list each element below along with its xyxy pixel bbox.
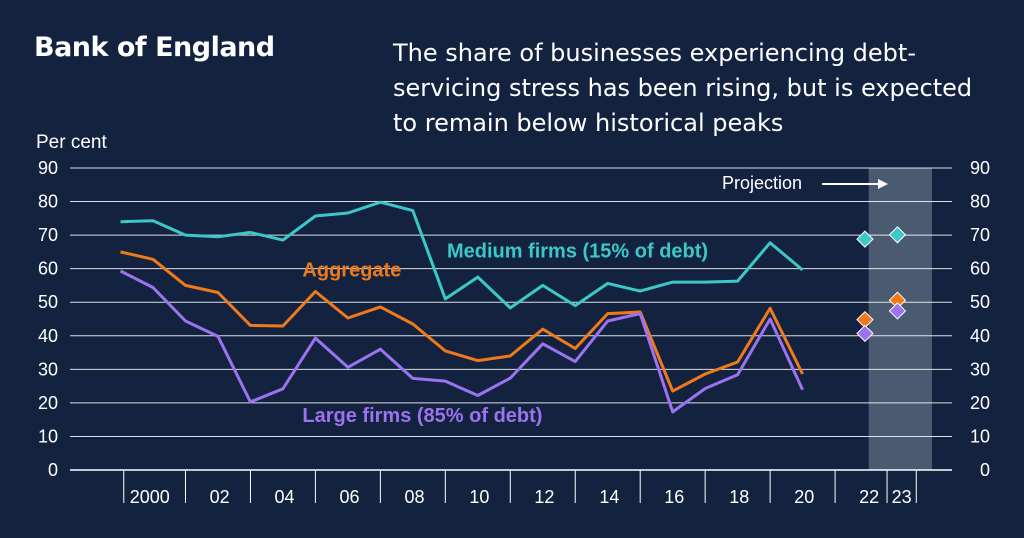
x-tick-label: 23 [892, 487, 912, 507]
projection-label: Projection [722, 173, 802, 193]
y-tick-label-right: 90 [970, 158, 990, 178]
projection-markers [856, 226, 907, 343]
projection-band [868, 168, 933, 470]
x-tick-label: 12 [534, 487, 554, 507]
y-tick-label-left: 50 [38, 292, 58, 312]
y-tick-label-right: 20 [970, 393, 990, 413]
x-tick-label: 22 [859, 487, 879, 507]
series-line-2 [119, 269, 804, 414]
y-tick-label-right: 80 [970, 192, 990, 212]
x-tick-label: 14 [599, 487, 619, 507]
y-tick-label-left: 70 [38, 225, 58, 245]
y-tick-label-right: 50 [970, 292, 990, 312]
y-tick-label-left: 40 [38, 326, 58, 346]
y-axis-unit-label: Per cent [36, 132, 107, 153]
y-tick-label-right: 0 [980, 460, 990, 480]
y-tick-label-left: 60 [38, 259, 58, 279]
x-tick-label: 08 [404, 487, 424, 507]
y-tick-label-right: 10 [970, 426, 990, 446]
projection-marker [888, 226, 907, 244]
gridlines: 0 0 10 10 20 20 30 30 40 40 50 50 60 60 70 70 80 80 90 90 [38, 158, 990, 480]
projection-marker [888, 302, 907, 320]
y-tick-label-left: 90 [38, 158, 58, 178]
y-tick-label-right: 70 [970, 225, 990, 245]
y-tick-label-left: 0 [48, 460, 58, 480]
x-tick-label: 10 [469, 487, 489, 507]
chart-headline: The share of businesses experiencing deb… [393, 39, 973, 137]
series-annotation: Large firms (85% of debt) [302, 405, 542, 427]
y-tick-label-right: 30 [970, 359, 990, 379]
projection-marker [856, 230, 874, 248]
axes: 2000 02 04 06 08 10 12 14 16 18 20 22 23 Projection [123, 173, 917, 507]
x-tick-label: 20 [794, 487, 814, 507]
y-tick-label-left: 10 [38, 426, 58, 446]
projection-layer [868, 168, 933, 470]
series-line-1 [120, 250, 804, 393]
series-annotation: Aggregate [302, 260, 401, 282]
y-tick-label-right: 60 [970, 259, 990, 279]
x-tick-label: 16 [664, 487, 684, 507]
x-tick-label: 06 [339, 487, 359, 507]
y-tick-label-left: 20 [38, 393, 58, 413]
x-tick-label: 02 [210, 487, 230, 507]
series-lines [119, 200, 804, 414]
brand-title: Bank of England [34, 32, 275, 63]
y-tick-label-left: 30 [38, 359, 58, 379]
x-tick-label: 18 [729, 487, 749, 507]
y-tick-label-right: 40 [970, 326, 990, 346]
projection-arrow-head [878, 179, 888, 189]
series-line-0 [120, 200, 804, 310]
series-annotation: Medium firms (15% of debt) [447, 241, 708, 263]
x-tick-label: 2000 [130, 487, 170, 507]
series-labels: Medium firms (15% of debt) Aggregate Large… [302, 241, 708, 427]
x-tick-label: 04 [275, 487, 295, 507]
projection-marker [856, 324, 874, 343]
y-tick-label-left: 80 [38, 192, 58, 212]
